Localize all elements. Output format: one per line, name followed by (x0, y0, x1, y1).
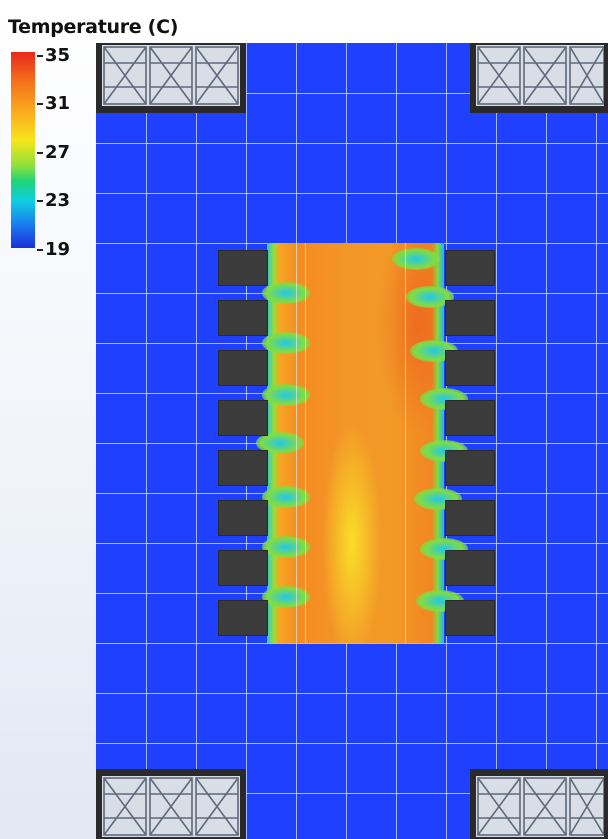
server-rack-icon (218, 500, 268, 536)
floor-grid-line (246, 43, 247, 839)
cold-air-plume (406, 286, 454, 308)
server-rack-icon (218, 300, 268, 336)
server-rack-icon (445, 600, 495, 636)
tick-mark (37, 55, 43, 57)
server-rack-icon (218, 400, 268, 436)
server-rack-icon (218, 250, 268, 286)
floor-grid-line (96, 93, 608, 94)
crac-unit-icon (96, 769, 246, 839)
server-rack-icon (218, 600, 268, 636)
legend-panel: Temperature (C) 35 31 27 23 19 (0, 0, 178, 839)
crac-unit-icon (470, 769, 608, 839)
crac-unit-icon (96, 43, 246, 113)
cold-air-plume (262, 486, 310, 508)
server-rack-icon (445, 450, 495, 486)
legend-title: Temperature (C) (8, 16, 179, 38)
floor-grid-line (96, 793, 608, 794)
server-rack-icon (218, 350, 268, 386)
floor-grid-line (405, 243, 406, 643)
cold-air-plume (392, 248, 440, 270)
cold-air-plume (262, 384, 310, 406)
crac-unit-icon (470, 43, 608, 113)
floor-grid-line (96, 143, 608, 144)
floor-grid-line (496, 43, 497, 839)
tick-label-23: 23 (45, 190, 71, 211)
server-rack-icon (445, 250, 495, 286)
floor-grid-line (546, 43, 547, 839)
tick-label-19: 19 (45, 239, 71, 260)
floor-grid-line (96, 643, 608, 644)
tick-mark (37, 103, 43, 105)
floor-grid-line (305, 243, 306, 643)
floor-grid-line (146, 43, 147, 839)
server-rack-icon (218, 550, 268, 586)
server-rack-icon (218, 450, 268, 486)
server-rack-icon (445, 300, 495, 336)
server-rack-icon (445, 550, 495, 586)
cold-air-plume (262, 586, 310, 608)
server-rack-icon (445, 500, 495, 536)
cold-air-plume (262, 332, 310, 354)
temperature-colorbar (11, 52, 35, 248)
cold-air-plume (262, 282, 310, 304)
floor-grid-line (196, 43, 197, 839)
floor-grid-line (96, 743, 608, 744)
floor-grid-line (96, 693, 608, 694)
tick-mark (37, 249, 43, 251)
tick-mark (37, 200, 43, 202)
server-rack-icon (445, 400, 495, 436)
tick-label-31: 31 (45, 93, 71, 114)
floor-grid-line (596, 43, 597, 839)
cold-air-plume (262, 536, 310, 558)
server-rack-icon (445, 350, 495, 386)
floor-grid-line (296, 243, 297, 643)
floor-grid-line (96, 193, 608, 194)
tick-label-35: 35 (45, 45, 71, 66)
tick-mark (37, 152, 43, 154)
cold-air-plume (256, 432, 304, 454)
tick-label-27: 27 (45, 142, 71, 163)
